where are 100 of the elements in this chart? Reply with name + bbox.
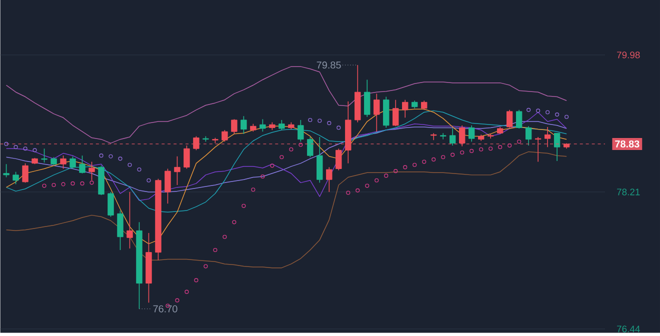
candlestick (516, 110, 522, 130)
point (488, 146, 493, 151)
point (555, 112, 560, 117)
point (318, 118, 322, 123)
candlestick (260, 118, 266, 132)
ref-line-label: 78.83 (615, 140, 640, 148)
point (450, 152, 455, 158)
candlestick (544, 126, 551, 148)
point (108, 154, 113, 159)
candlestick (402, 100, 408, 118)
point (32, 148, 37, 152)
point (356, 188, 360, 193)
candlestick (468, 125, 475, 142)
candlestick (364, 80, 370, 118)
point (526, 108, 531, 112)
candlestick (450, 128, 456, 146)
candlestick (298, 120, 304, 142)
candlestick (374, 93, 380, 132)
point (374, 178, 379, 183)
point (280, 155, 284, 160)
y-tick-label: 79.98 (617, 52, 640, 58)
candlestick (534, 136, 542, 162)
point (498, 145, 502, 150)
y-tick-label: 78.21 (617, 188, 640, 196)
candlestick (326, 166, 332, 193)
point (99, 154, 104, 158)
point (298, 142, 303, 147)
point (213, 248, 218, 252)
point (412, 163, 417, 168)
candlestick (79, 155, 86, 174)
point (23, 146, 28, 151)
point (251, 188, 256, 192)
candlestick (117, 210, 124, 251)
point (128, 163, 132, 168)
point (137, 168, 142, 172)
point (175, 298, 180, 303)
point (90, 180, 94, 185)
point (70, 182, 75, 186)
point (194, 278, 198, 282)
candlestick (184, 145, 190, 170)
candlestick (421, 100, 428, 110)
point (14, 145, 18, 150)
candlestick (70, 156, 76, 170)
candlestick (193, 136, 200, 151)
point (61, 182, 66, 186)
point (146, 178, 151, 183)
candlestick (336, 148, 342, 171)
candlestick (222, 130, 228, 142)
point (42, 184, 46, 188)
point (222, 234, 227, 240)
point (432, 158, 436, 162)
annotation: 79.85 (316, 62, 341, 69)
point (204, 264, 208, 268)
point (508, 144, 512, 148)
candlestick (525, 126, 532, 146)
point (517, 140, 522, 144)
candlestick (164, 168, 171, 204)
candlestick (430, 132, 437, 141)
annotation: 76.70 (153, 306, 178, 313)
point (365, 184, 370, 188)
point (260, 174, 265, 179)
point (118, 156, 122, 161)
candlestick (231, 118, 238, 134)
point (564, 115, 569, 120)
point (80, 182, 84, 186)
point (289, 148, 294, 152)
point (346, 190, 350, 195)
candlestick (88, 162, 95, 181)
candlestick (108, 192, 114, 218)
candlestick (41, 148, 48, 164)
point (403, 165, 408, 170)
candlestick (126, 192, 133, 250)
point (327, 121, 332, 126)
candlestick (240, 116, 247, 134)
point (536, 108, 540, 113)
candlestick (278, 120, 285, 131)
candlestick (316, 136, 323, 184)
point (441, 155, 446, 160)
candlestick (22, 163, 28, 184)
point (242, 204, 246, 208)
point (422, 160, 426, 164)
candlestick (554, 132, 560, 162)
point (4, 142, 8, 146)
point (470, 149, 474, 154)
point (546, 110, 550, 114)
point (460, 150, 464, 155)
point (232, 220, 236, 224)
point (308, 118, 312, 122)
candlestick (392, 100, 399, 127)
candlestick (459, 125, 466, 147)
y-tick-label: 76.44 (617, 326, 640, 332)
point (394, 169, 398, 174)
point (384, 174, 388, 178)
point (52, 183, 56, 188)
point (184, 290, 189, 294)
point (270, 164, 274, 168)
candlestick (506, 110, 513, 128)
candlestick (307, 136, 314, 158)
point (479, 148, 484, 152)
candlestick (174, 156, 180, 186)
